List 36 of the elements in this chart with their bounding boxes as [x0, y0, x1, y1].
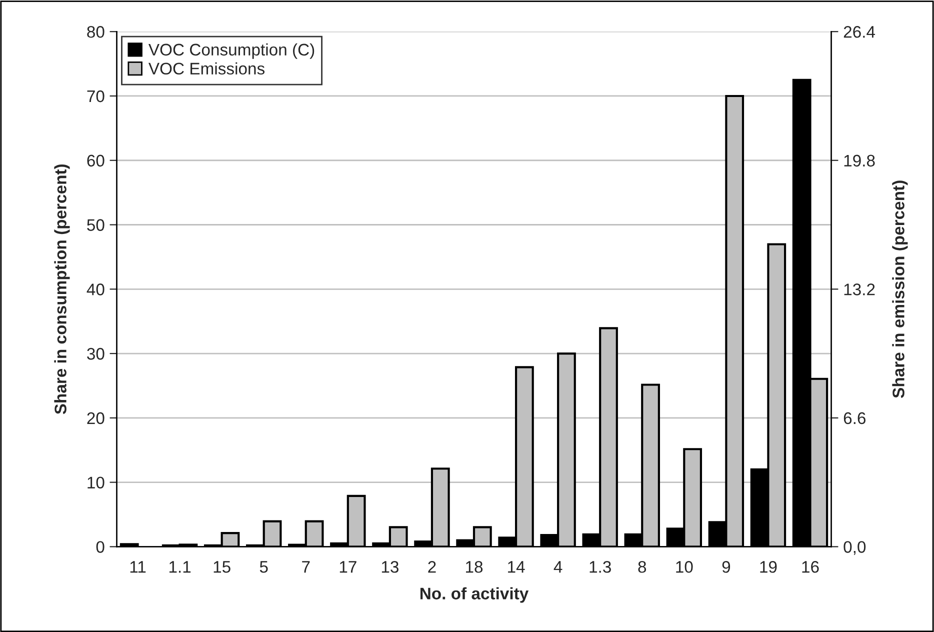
x-tick-label: 4	[554, 561, 562, 573]
x-tick-label: 7	[302, 561, 310, 573]
x-tick-label: 2	[428, 561, 436, 573]
y-tick-label: 20	[87, 412, 104, 424]
y-tick-label: 0	[96, 541, 104, 553]
x-tick-label: 10	[676, 561, 693, 573]
x-axis-title: No. of activity	[420, 587, 529, 603]
x-tick-label: 8	[638, 561, 646, 573]
y-tick-label: 10	[88, 476, 104, 488]
y-tick-label: 60	[87, 154, 104, 167]
y2-tick-label: 19.8	[844, 154, 875, 167]
y-tick-label: 40	[86, 284, 104, 296]
x-tick-label: 16	[802, 561, 819, 573]
y2-tick-label: 13.2	[844, 284, 875, 296]
y2-axis-title: Share in emission (percent)	[892, 180, 908, 398]
x-tick-label: 1.3	[590, 561, 611, 573]
x-tick-label: 17	[340, 561, 356, 573]
x-tick-label: 1.1	[169, 561, 191, 573]
x-tick-label: 5	[260, 561, 268, 573]
x-tick-label: 9	[722, 561, 730, 573]
y2-tick-label: 26.4	[844, 26, 876, 38]
legend-label: VOC Emissions	[148, 62, 265, 75]
y-tick-label: 50	[87, 219, 104, 231]
x-tick-label: 13	[382, 561, 398, 573]
x-tick-label: 19	[760, 561, 777, 573]
y-tick-label: 80	[87, 26, 104, 38]
legend-label: VOC Consumption (C)	[148, 43, 314, 59]
y-tick-label: 70	[87, 90, 104, 102]
y-axis-title: Share in consumption (percent)	[54, 164, 70, 414]
x-tick-label: 11	[130, 561, 146, 573]
x-tick-label: 14	[508, 561, 525, 573]
x-tick-label: 15	[214, 561, 230, 573]
y2-tick-label: 0,0	[844, 541, 866, 555]
y-tick-label: 30	[87, 348, 104, 360]
y2-tick-label: 6.6	[844, 412, 866, 424]
x-tick-label: 18	[466, 561, 483, 573]
